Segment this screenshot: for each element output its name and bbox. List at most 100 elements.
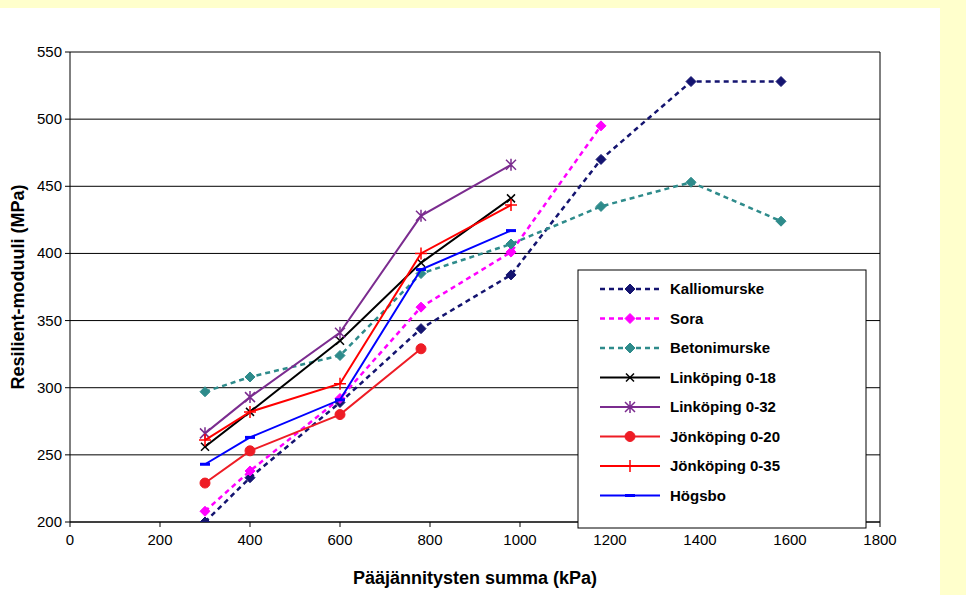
point xyxy=(200,478,210,488)
point xyxy=(335,327,345,339)
chart-area xyxy=(0,8,940,595)
point xyxy=(334,378,346,390)
legend-label: Högsbo xyxy=(670,487,726,504)
legend-label: Linköping 0-32 xyxy=(670,398,776,415)
point xyxy=(335,398,345,401)
y-tick xyxy=(65,52,70,53)
point xyxy=(200,387,210,397)
plot-frame xyxy=(880,52,881,522)
legend-label: Jönköping 0-20 xyxy=(670,428,780,445)
point xyxy=(245,436,255,439)
legend-marker xyxy=(625,432,635,442)
x-tick xyxy=(520,522,521,527)
point xyxy=(199,434,211,446)
x-tick xyxy=(880,522,881,527)
point xyxy=(335,410,345,420)
x-tick-label: 1400 xyxy=(683,531,716,548)
point xyxy=(506,270,516,280)
series-line xyxy=(205,198,511,446)
point xyxy=(416,344,426,354)
point xyxy=(505,199,517,211)
x-tick-label: 0 xyxy=(66,531,74,548)
legend-label: Jönköping 0-35 xyxy=(670,457,780,474)
point xyxy=(416,268,426,271)
x-tick xyxy=(430,522,431,527)
y-tick-label: 450 xyxy=(37,177,62,194)
x-tick xyxy=(250,522,251,527)
point xyxy=(506,159,516,171)
point xyxy=(417,259,425,267)
point xyxy=(200,517,210,522)
y-axis xyxy=(70,52,71,522)
point xyxy=(416,324,426,334)
legend-label: Sora xyxy=(670,310,704,327)
grid-line xyxy=(70,119,880,120)
y-tick-label: 500 xyxy=(37,110,62,127)
legend-marker xyxy=(625,284,635,294)
point xyxy=(596,154,606,164)
legend-label: Kalliomurske xyxy=(670,280,764,297)
y-tick xyxy=(65,119,70,120)
x-tick-label: 600 xyxy=(327,531,352,548)
point xyxy=(415,247,427,259)
point xyxy=(245,391,255,403)
x-axis-label: Pääjännitysten summa (kPa) xyxy=(353,568,597,588)
x-tick-label: 200 xyxy=(147,531,172,548)
point xyxy=(776,77,786,87)
legend-marker xyxy=(625,314,635,324)
point xyxy=(686,77,696,87)
series-line xyxy=(205,349,421,483)
point xyxy=(506,229,516,232)
series xyxy=(200,231,516,465)
point xyxy=(596,121,606,131)
legend-marker xyxy=(626,374,634,382)
y-tick xyxy=(65,253,70,254)
legend-marker xyxy=(625,343,635,353)
x-tick-label: 400 xyxy=(237,531,262,548)
point xyxy=(244,406,256,418)
point xyxy=(686,177,696,187)
y-tick xyxy=(65,387,70,388)
x-tick-label: 1800 xyxy=(863,531,896,548)
y-tick-label: 400 xyxy=(37,244,62,261)
point xyxy=(506,239,516,249)
x-tick-label: 1200 xyxy=(593,531,626,548)
y-tick xyxy=(65,522,70,523)
point xyxy=(596,201,606,211)
series-line xyxy=(205,165,511,434)
series xyxy=(200,159,516,440)
y-tick-label: 550 xyxy=(37,43,62,60)
point xyxy=(245,466,255,476)
series-line xyxy=(205,126,601,511)
x-tick-label: 800 xyxy=(417,531,442,548)
chart: 2002503003504004505005500200400600800100… xyxy=(0,0,966,595)
legend-label: Linköping 0-18 xyxy=(670,369,776,386)
x-tick-label: 1600 xyxy=(773,531,806,548)
point xyxy=(200,506,210,516)
series xyxy=(201,194,515,450)
y-axis-label: Resilient-moduuli (MPa) xyxy=(8,184,28,389)
legend-box xyxy=(578,270,866,528)
series xyxy=(200,344,426,488)
x-tick-label: 1000 xyxy=(503,531,536,548)
series-line xyxy=(205,205,511,440)
legend-marker xyxy=(624,460,636,472)
page-background xyxy=(0,0,966,595)
legend: Kalliomurske Sora Betonimurske Linköping 0-… xyxy=(578,270,866,528)
y-tick xyxy=(65,186,70,187)
x-tick xyxy=(70,522,71,527)
series xyxy=(199,199,517,446)
grid-line xyxy=(70,253,880,254)
point xyxy=(416,302,426,312)
y-tick-label: 300 xyxy=(37,379,62,396)
x-tick xyxy=(160,522,161,527)
legend-line xyxy=(600,495,660,497)
legend-label: Betonimurske xyxy=(670,339,770,356)
y-tick xyxy=(65,320,70,321)
series xyxy=(200,121,606,516)
y-tick xyxy=(65,454,70,455)
legend-marker xyxy=(625,494,635,497)
y-tick-label: 250 xyxy=(37,446,62,463)
series-line xyxy=(205,231,511,465)
y-tick-label: 200 xyxy=(37,513,62,530)
